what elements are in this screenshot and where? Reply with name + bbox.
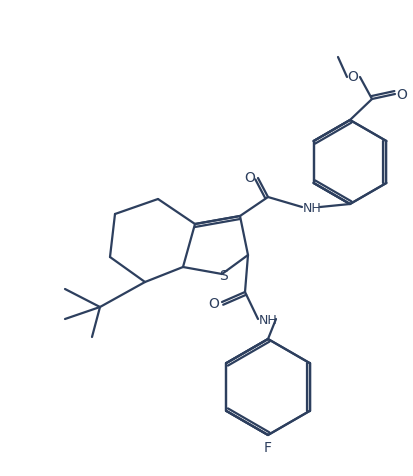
Text: F: F <box>263 440 271 454</box>
Text: NH: NH <box>258 314 277 327</box>
Text: NH: NH <box>302 202 320 215</box>
Text: S: S <box>219 268 228 282</box>
Text: O: O <box>347 70 358 84</box>
Text: O: O <box>208 297 219 310</box>
Text: O: O <box>244 170 255 185</box>
Text: O: O <box>396 88 406 102</box>
